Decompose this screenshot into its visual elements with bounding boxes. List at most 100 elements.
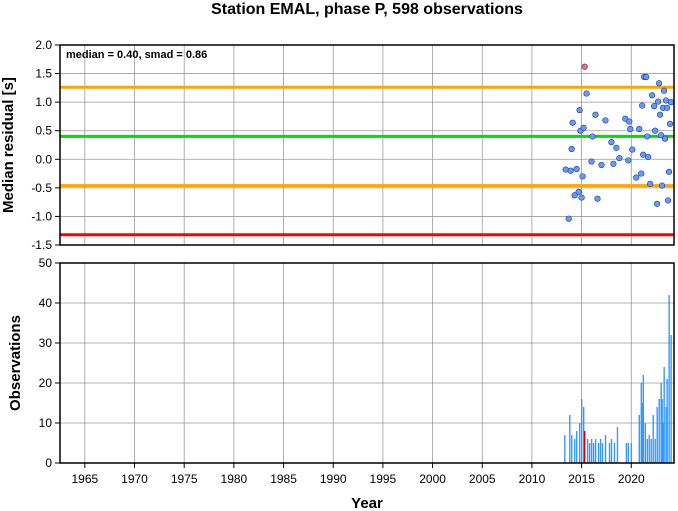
observation-bar <box>588 443 591 463</box>
residual-point <box>571 192 578 199</box>
residual-point <box>567 167 574 174</box>
x-tick-label: 1970 <box>121 472 148 486</box>
x-axis-label: Year <box>351 495 383 511</box>
x-tick-label: 1985 <box>270 472 297 486</box>
residual-point <box>626 118 633 125</box>
x-tick-label: 1965 <box>71 472 98 486</box>
x-tick-label: 2015 <box>568 472 595 486</box>
residual-point <box>575 188 582 195</box>
residual-point <box>589 133 596 140</box>
stats-annotation: median = 0.40, smad = 0.86 <box>66 49 207 61</box>
y-tick-label: 40 <box>39 296 53 310</box>
residual-point <box>657 132 665 139</box>
observation-bar <box>574 439 576 463</box>
y-tick-label: 1.0 <box>35 95 52 109</box>
residual-point <box>651 103 658 110</box>
residual-point <box>643 73 650 81</box>
observation-bar <box>646 439 648 463</box>
observation-bar <box>601 443 604 463</box>
x-tick-label: 1980 <box>221 472 248 486</box>
observation-bar <box>579 423 581 463</box>
residual-point <box>647 180 654 187</box>
residual-point <box>588 158 595 165</box>
y-tick-label: 2.0 <box>35 38 52 52</box>
observation-bar <box>663 367 665 463</box>
x-tick-label: 1975 <box>171 472 198 486</box>
residual-y-ticks: -1.5 -1.0 -0.5 0.0 0.5 1.0 1.5 2.0 <box>31 38 60 252</box>
observation-bar <box>569 415 571 463</box>
observation-bar <box>564 435 566 463</box>
residual-point <box>608 139 615 146</box>
observation-bar <box>641 403 644 463</box>
residual-point <box>666 120 674 127</box>
observation-bar <box>668 295 670 463</box>
observation-bar <box>608 443 611 463</box>
observation-bar <box>656 407 658 463</box>
observation-bar <box>630 443 633 463</box>
observation-bar <box>616 427 619 463</box>
residual-point <box>583 90 590 97</box>
residual-point <box>580 124 587 131</box>
residual-point <box>655 98 662 105</box>
x-tick-label: 1990 <box>320 472 347 486</box>
observations-grid <box>60 263 674 463</box>
residual-point <box>638 170 645 177</box>
residual-point <box>576 107 583 114</box>
observation-bar <box>597 443 600 463</box>
residual-point <box>645 153 652 161</box>
residual-point <box>636 125 643 133</box>
observation-bar <box>581 399 583 463</box>
x-tick-label: 2000 <box>419 472 446 486</box>
residual-point <box>625 157 632 164</box>
residual-plot-frame <box>59 44 675 246</box>
residual-points <box>562 63 675 222</box>
observation-bar <box>576 431 578 463</box>
observation-bar <box>613 443 616 463</box>
residual-point <box>654 200 661 207</box>
chart-title: Station EMAL, phase P, 598 observations <box>211 1 523 18</box>
observations-plot-frame <box>59 262 675 464</box>
observation-bar <box>644 423 646 463</box>
observation-bar <box>640 383 643 463</box>
observation-bar <box>604 435 607 463</box>
residual-grid <box>60 45 674 245</box>
y-tick-label: -0.5 <box>31 181 52 195</box>
observations-y-ticks: 0 10 20 30 40 50 <box>39 256 60 470</box>
y-tick-label: 50 <box>39 256 53 270</box>
residual-point <box>579 173 586 180</box>
y-tick-label: -1.0 <box>31 209 52 223</box>
observation-bar <box>660 383 662 463</box>
residual-point <box>655 80 663 87</box>
y-tick-label: 20 <box>39 376 53 390</box>
residual-point <box>664 197 672 204</box>
residual-point <box>660 87 668 94</box>
x-tick-label: 2005 <box>469 472 496 486</box>
observation-bar <box>650 439 652 463</box>
observation-bar <box>652 415 654 463</box>
residual-point <box>649 92 656 99</box>
observation-bars <box>564 295 672 463</box>
observation-bar <box>610 439 613 463</box>
observation-bar <box>583 431 586 463</box>
observation-bar <box>625 443 628 463</box>
residual-point <box>592 111 599 118</box>
observation-bar <box>571 435 573 463</box>
observation-bar <box>582 407 585 463</box>
observation-bar <box>665 407 667 463</box>
observations-y-axis-label: Observations <box>7 315 24 411</box>
observation-bar <box>594 439 597 463</box>
residual-point <box>569 119 576 126</box>
residual-point <box>658 182 666 189</box>
residual-point <box>629 146 636 153</box>
y-tick-label: 0.5 <box>35 124 52 138</box>
y-tick-label: 30 <box>39 336 53 350</box>
residual-point <box>661 135 669 142</box>
residual-point <box>581 63 588 70</box>
observation-bar <box>662 423 664 463</box>
residual-point <box>610 160 617 167</box>
observation-bar <box>654 439 656 463</box>
observation-bar <box>658 399 660 463</box>
residual-point <box>568 145 575 153</box>
residual-y-axis-label: Median residual [s] <box>0 77 17 213</box>
